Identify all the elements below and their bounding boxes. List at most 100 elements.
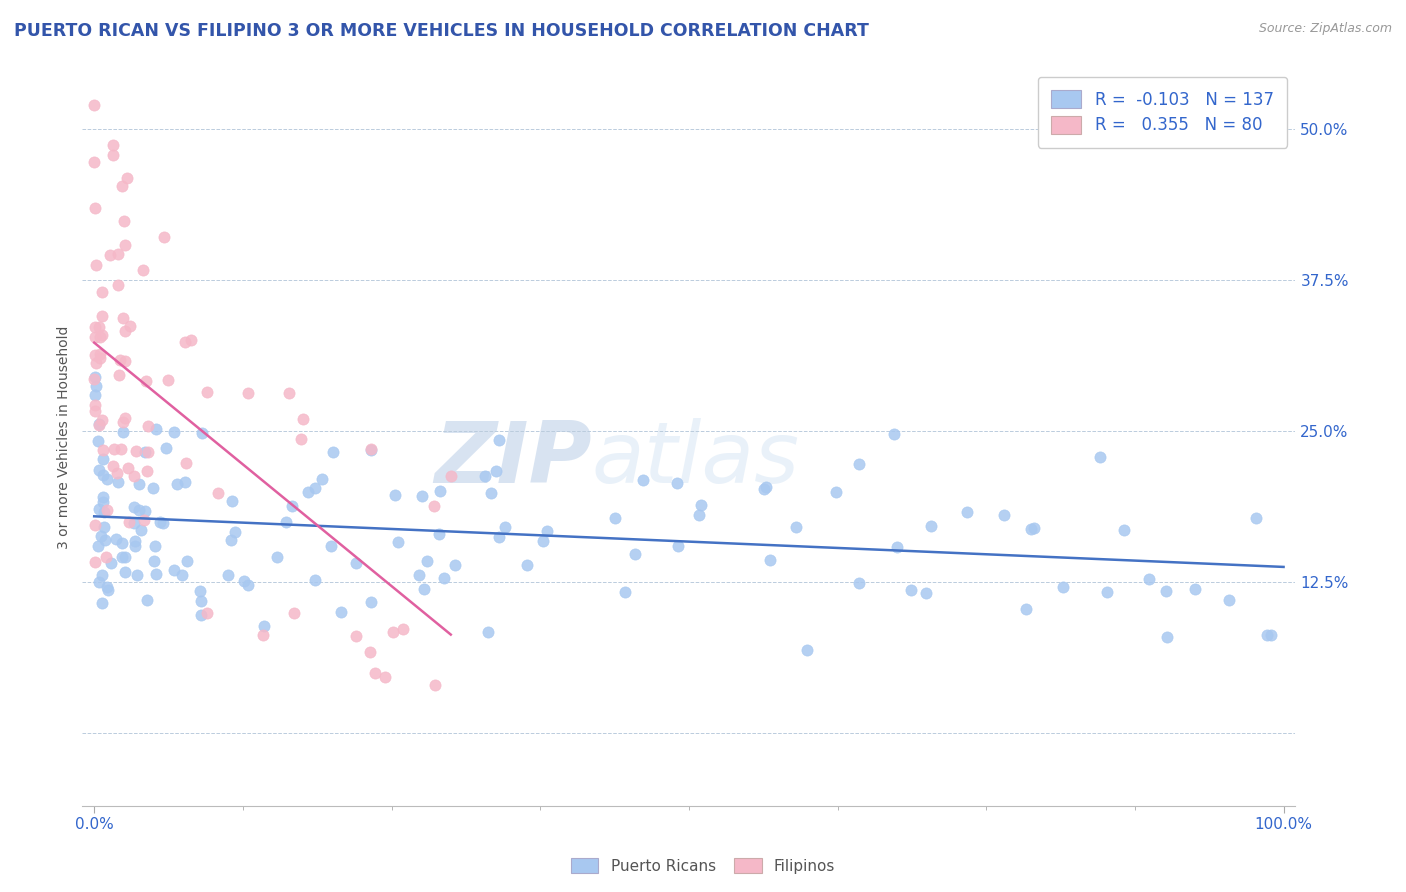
Legend: R =  -0.103   N = 137, R =   0.355   N = 80: R = -0.103 N = 137, R = 0.355 N = 80 — [1038, 77, 1286, 147]
Point — [111, 549, 134, 564]
Point — [89, 329, 111, 343]
Point — [112, 425, 135, 439]
Point — [319, 539, 342, 553]
Point — [311, 472, 333, 486]
Point — [1184, 582, 1206, 596]
Point — [162, 563, 184, 577]
Point — [89, 351, 111, 365]
Text: Source: ZipAtlas.com: Source: ZipAtlas.com — [1258, 22, 1392, 36]
Point — [322, 445, 344, 459]
Point — [190, 593, 212, 607]
Point — [163, 425, 186, 440]
Point — [1156, 630, 1178, 644]
Text: atlas: atlas — [592, 417, 800, 500]
Point — [145, 566, 167, 581]
Point — [1114, 523, 1136, 537]
Point — [1052, 580, 1074, 594]
Point — [238, 577, 260, 591]
Point — [690, 498, 713, 512]
Point — [84, 398, 107, 412]
Point — [276, 515, 298, 529]
Point — [83, 556, 105, 570]
Point — [90, 328, 112, 343]
Point — [93, 451, 115, 466]
Point — [83, 404, 105, 418]
Point — [172, 568, 194, 582]
Point — [993, 508, 1015, 523]
Point — [87, 417, 110, 432]
Legend: Puerto Ricans, Filipinos: Puerto Ricans, Filipinos — [565, 852, 841, 880]
Point — [174, 456, 197, 470]
Point — [134, 445, 156, 459]
Point — [90, 413, 112, 427]
Point — [89, 575, 111, 590]
Point — [157, 373, 180, 387]
Point — [142, 554, 165, 568]
Point — [143, 540, 166, 554]
Point — [429, 484, 451, 499]
Point — [631, 473, 654, 487]
Point — [105, 466, 128, 480]
Point — [134, 512, 156, 526]
Point — [94, 549, 117, 564]
Point — [111, 179, 134, 194]
Point — [886, 541, 908, 555]
Point — [93, 533, 115, 547]
Point — [281, 499, 304, 513]
Point — [304, 573, 326, 587]
Point — [135, 464, 157, 478]
Point — [440, 468, 463, 483]
Point — [387, 535, 409, 549]
Point — [754, 482, 776, 496]
Point — [90, 596, 112, 610]
Point — [101, 137, 124, 152]
Point — [127, 568, 149, 582]
Point — [190, 426, 212, 441]
Point — [344, 557, 367, 571]
Point — [84, 258, 107, 272]
Point — [122, 500, 145, 514]
Point — [536, 524, 558, 538]
Point — [1095, 584, 1118, 599]
Point — [135, 592, 157, 607]
Point — [152, 516, 174, 531]
Point — [111, 415, 134, 429]
Point — [415, 554, 437, 568]
Point — [128, 503, 150, 517]
Point — [1088, 450, 1111, 464]
Point — [392, 622, 415, 636]
Point — [195, 606, 218, 620]
Y-axis label: 3 or more Vehicles in Household: 3 or more Vehicles in Household — [58, 326, 72, 549]
Point — [848, 457, 870, 471]
Point — [89, 347, 111, 361]
Point — [112, 311, 135, 326]
Point — [107, 475, 129, 489]
Point — [494, 520, 516, 534]
Point — [87, 463, 110, 477]
Point — [290, 433, 312, 447]
Point — [91, 285, 114, 300]
Point — [297, 485, 319, 500]
Point — [107, 278, 129, 293]
Point — [91, 467, 114, 482]
Point — [90, 568, 112, 582]
Point — [117, 460, 139, 475]
Point — [359, 645, 381, 659]
Point — [84, 356, 107, 370]
Point — [91, 309, 114, 323]
Point — [408, 567, 430, 582]
Point — [217, 568, 239, 582]
Point — [87, 502, 110, 516]
Point — [666, 476, 689, 491]
Point — [488, 530, 510, 544]
Point — [180, 333, 202, 347]
Point — [84, 330, 107, 344]
Point — [174, 335, 197, 350]
Point — [688, 508, 710, 522]
Point — [153, 229, 176, 244]
Point — [283, 607, 305, 621]
Point — [758, 553, 780, 567]
Point — [96, 472, 118, 486]
Point — [474, 469, 496, 483]
Point — [1260, 627, 1282, 641]
